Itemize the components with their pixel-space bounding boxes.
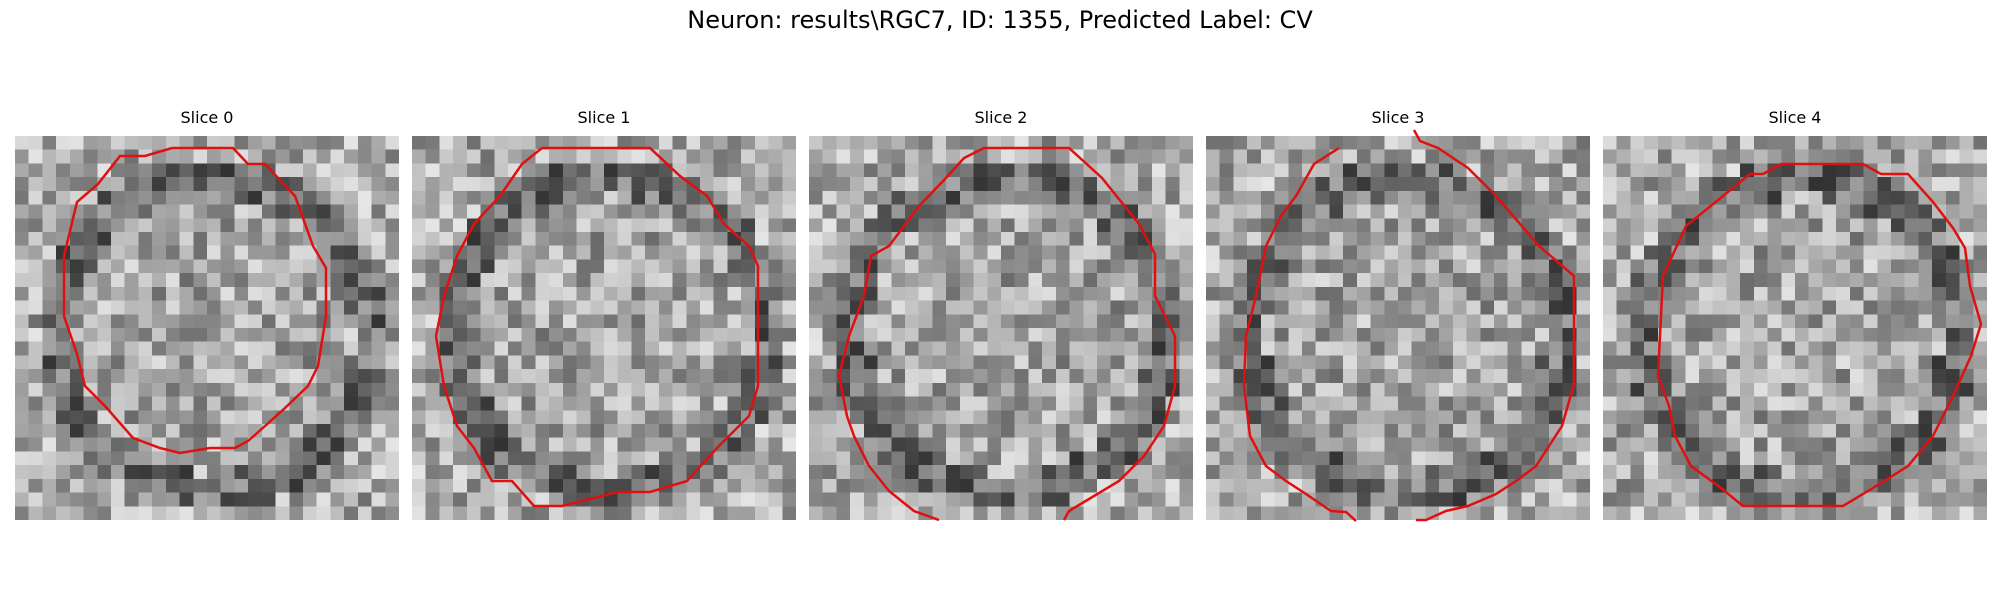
slice-panel-1: Slice 1 xyxy=(412,108,796,520)
slice-title-4: Slice 4 xyxy=(1768,108,1822,127)
segmentation-contour-3 xyxy=(1242,129,1576,522)
slice-title-0: Slice 0 xyxy=(180,108,234,127)
slice-panel-0: Slice 0 xyxy=(15,108,399,520)
slice-image-4 xyxy=(1603,136,1987,520)
segmentation-contour-1 xyxy=(434,146,760,508)
slice-title-1: Slice 1 xyxy=(577,108,631,127)
slice-title-3: Slice 3 xyxy=(1371,108,1425,127)
slice-image-3 xyxy=(1206,136,1590,520)
segmentation-contour-0 xyxy=(62,146,328,455)
slice-panel-4: Slice 4 xyxy=(1603,108,1987,520)
slice-panel-3: Slice 3 xyxy=(1206,108,1590,522)
slice-image-2 xyxy=(809,136,1193,520)
segmentation-contour-4 xyxy=(1656,162,1983,508)
segmentation-contour-2 xyxy=(837,146,1177,522)
slice-panel-2: Slice 2 xyxy=(809,108,1193,522)
slice-title-2: Slice 2 xyxy=(974,108,1028,127)
slice-image-1 xyxy=(412,136,796,520)
figure-title: Neuron: results\RGC7, ID: 1355, Predicte… xyxy=(687,6,1313,34)
